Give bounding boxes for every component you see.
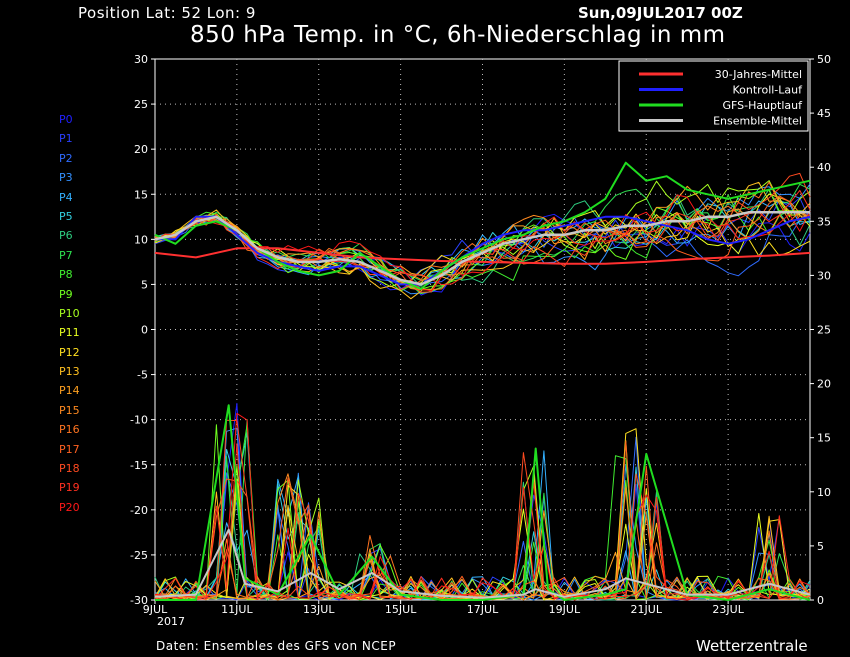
member-label: P15: [59, 403, 80, 417]
x-tick-label: 15JUL: [385, 603, 417, 616]
y-right-tick-label: 50: [817, 53, 831, 66]
x-tick-label: 23JUL: [712, 603, 744, 616]
member-label: P17: [59, 442, 80, 456]
x-tick-label: 9JUL: [143, 603, 168, 616]
y-left-tick-label: -30: [130, 594, 148, 607]
y-right-tick-label: 25: [817, 324, 831, 337]
y-left-tick-label: -25: [130, 549, 148, 562]
x-tick-label: 17JUL: [467, 603, 499, 616]
main-run-precip-line: [155, 404, 811, 601]
control-run-line: [155, 215, 811, 286]
x-year-label: 2017: [157, 615, 185, 628]
brand-label: Wetterzentrale: [696, 637, 808, 655]
legend-label: Kontroll-Lauf: [733, 84, 804, 97]
run-date: Sun,09JUL2017 00Z: [578, 4, 743, 22]
y-left-tick-label: 0: [141, 324, 148, 337]
member-label: P4: [59, 190, 73, 204]
x-tick-label: 11JUL: [221, 603, 253, 616]
main-run-line: [154, 161, 811, 290]
y-right-tick-label: 10: [817, 486, 831, 499]
y-right-tick-label: 15: [817, 432, 831, 445]
member-label: P14: [59, 384, 80, 398]
y-left-tick-label: 5: [141, 278, 148, 291]
y-right-tick-label: 20: [817, 378, 831, 391]
ensemble-member-precip-line: [154, 402, 811, 601]
y-right-tick-label: 40: [817, 161, 831, 174]
member-label: P3: [59, 171, 73, 185]
ensemble-member-precip-line: [154, 473, 811, 600]
member-label: P8: [59, 268, 73, 282]
ensemble-mean-precip-line: [154, 528, 811, 599]
y-right-tick-label: 5: [817, 540, 824, 553]
member-label: P6: [59, 229, 73, 243]
ensemble-member-precip-line: [154, 412, 811, 601]
member-label: P5: [59, 209, 73, 223]
y-left-tick-label: -5: [137, 369, 148, 382]
member-label: P16: [59, 423, 80, 437]
y-left-tick-label: 10: [134, 233, 148, 246]
member-label: P9: [59, 287, 73, 301]
member-label: P12: [59, 345, 80, 359]
member-list: P0 P1 P2 P3 P4 P5 P6 P7 P8 P9 P10 P11 P12 P13 P14 P15 P1…: [59, 110, 80, 517]
ensemble-member-precip-line: [154, 423, 811, 601]
climate-mean-line: [154, 247, 811, 265]
data-source: Daten: Ensembles des GFS von NCEP: [156, 639, 397, 653]
ensemble-member-temp-line: [154, 194, 811, 292]
y-right-tick-label: 45: [817, 107, 831, 120]
y-left-tick-label: -15: [130, 459, 148, 472]
y-right-tick-label: 0: [817, 594, 824, 607]
member-label: P13: [59, 365, 80, 379]
y-left-tick-label: -20: [130, 504, 148, 517]
member-label: P7: [59, 248, 73, 262]
member-label: P20: [59, 500, 80, 514]
legend-label: GFS-Hauptlauf: [722, 99, 803, 112]
member-label: P19: [59, 481, 80, 495]
member-label: P0: [59, 113, 73, 126]
x-tick-label: 19JUL: [549, 603, 581, 616]
member-label: P18: [59, 462, 80, 476]
ensemble-member-temp-line: [154, 188, 811, 287]
legend-label: 30-Jahres-Mittel: [715, 68, 802, 81]
position-label: Position Lat: 52 Lon: 9: [78, 4, 256, 22]
member-label: P2: [59, 151, 73, 165]
y-left-tick-label: -10: [130, 414, 148, 427]
ensemble-member-temp-line: [154, 185, 811, 280]
legend-label: Ensemble-Mittel: [713, 115, 802, 128]
ensemble-member-temp-line: [154, 200, 811, 288]
x-tick-label: 21JUL: [631, 603, 663, 616]
member-label: P11: [59, 326, 80, 340]
y-right-tick-label: 35: [817, 215, 831, 228]
ensemble-mean-line: [154, 211, 810, 286]
member-label: P10: [59, 306, 80, 320]
y-left-tick-label: 20: [134, 143, 148, 156]
y-left-tick-label: 30: [134, 53, 148, 66]
chart-title: 850 hPa Temp. in °C, 6h-Niederschlag in …: [190, 22, 726, 48]
x-tick-label: 13JUL: [303, 603, 335, 616]
member-label: P1: [59, 132, 73, 146]
y-left-tick-label: 15: [134, 188, 148, 201]
y-right-tick-label: 30: [817, 269, 831, 282]
ensemble-member-precip-line: [154, 473, 811, 601]
y-left-tick-label: 25: [134, 98, 148, 111]
